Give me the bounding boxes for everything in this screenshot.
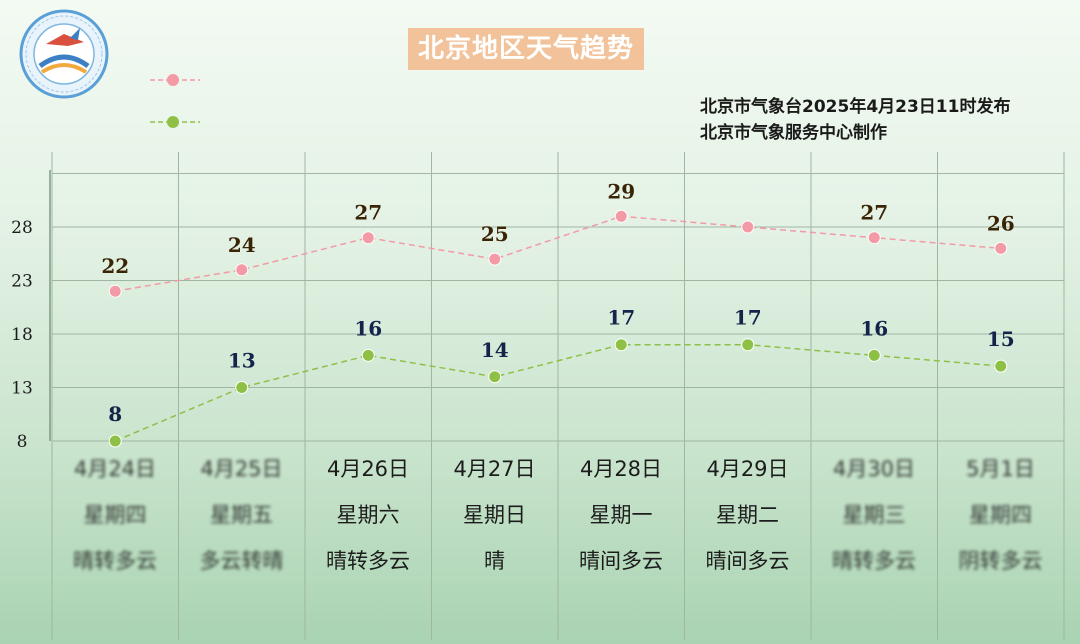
day-weekday: 星期三 [842,503,906,527]
day-weekday: 星期一 [589,503,653,527]
y-tick-label: 13 [11,379,33,399]
data-label: 17 [734,306,762,330]
day-date: 4月26日 [326,457,410,481]
issuer-line: 北京市气象台2025年4月23日11时发布 [700,97,1011,117]
day-condition: 阴转多云 [958,549,1043,573]
data-label: 13 [228,349,256,373]
data-label: 16 [860,316,888,340]
data-label: 24 [228,233,256,257]
data-label: 27 [354,201,382,225]
y-tick-label: 8 [17,432,28,452]
data-label: 14 [481,338,509,362]
y-axis-ticks: 8 13 18 23 28 [11,218,33,452]
day-weekday: 星期四 [969,503,1032,527]
chart-title: 北京地区天气趋势 [408,28,645,70]
data-label: 26 [987,211,1015,235]
data-point [361,231,375,245]
day-column: 4月27日星期日晴 [432,446,558,584]
day-column: 4月24日星期四晴转多云 [52,446,178,584]
day-date: 4月29日 [706,457,789,481]
day-weekday: 星期六 [336,503,400,527]
day-weekday: 星期日 [463,503,526,527]
data-point [235,381,249,394]
y-tick-label: 23 [11,272,33,292]
data-point [361,348,375,362]
data-label: 16 [354,316,382,340]
day-column: 4月29日星期二晴间多云 [685,446,811,584]
data-point [235,263,249,277]
data-point [108,284,122,298]
day-condition: 晴转多云 [73,549,157,573]
data-label: 22 [101,254,129,278]
data-point [994,359,1008,373]
day-condition: 晴 [484,549,505,573]
day-condition: 晴转多云 [832,549,916,573]
day-condition: 晴间多云 [579,549,663,573]
data-label: 15 [987,327,1015,351]
day-date: 5月1日 [966,457,1035,481]
y-tick-label: 18 [11,325,33,345]
data-labels: 22 24 27 25 29 27 26 8 13 16 14 17 17 16 15 [101,179,1014,426]
day-column: 4月26日星期六晴转多云 [305,446,431,584]
data-point [741,338,755,352]
day-condition: 晴转多云 [326,549,410,573]
data-label: 25 [481,222,509,246]
data-point [614,338,628,352]
data-label: 8 [108,402,122,426]
data-point [867,231,881,245]
data-label: 17 [607,306,635,330]
y-tick-label: 28 [11,218,33,238]
day-date: 4月25日 [200,457,283,481]
series-layer [108,209,1008,448]
data-point [108,434,122,448]
data-point [994,241,1008,255]
data-point [488,252,502,266]
legend [150,74,200,128]
day-condition: 多云转晴 [199,549,284,573]
day-weekday: 星期二 [716,503,779,527]
data-point [867,348,881,362]
day-column: 4月30日星期三晴转多云 [811,446,937,584]
legend-marker [167,116,179,128]
series-line-1 [114,343,1001,442]
day-date: 4月27日 [453,457,536,481]
day-condition: 晴间多云 [705,549,790,573]
data-point [614,209,628,223]
producer-line: 北京市气象服务中心制作 [700,123,887,143]
data-point [488,370,502,384]
series-line-0 [115,215,1001,292]
grid [49,152,1065,640]
data-label: 27 [860,201,888,225]
day-date: 4月24日 [73,457,157,481]
day-column: 4月25日星期五多云转晴 [179,446,305,584]
data-label: 29 [607,179,635,203]
day-date: 4月28日 [579,457,663,481]
data-point [741,220,755,234]
day-column: 5月1日星期四阴转多云 [938,446,1064,584]
legend-marker [167,74,179,86]
day-date: 4月30日 [832,457,916,481]
meteorological-service-logo-icon [19,9,109,99]
day-weekday: 星期五 [210,503,273,527]
day-weekday: 星期四 [83,503,147,527]
day-column: 4月28日星期一晴间多云 [558,446,684,584]
